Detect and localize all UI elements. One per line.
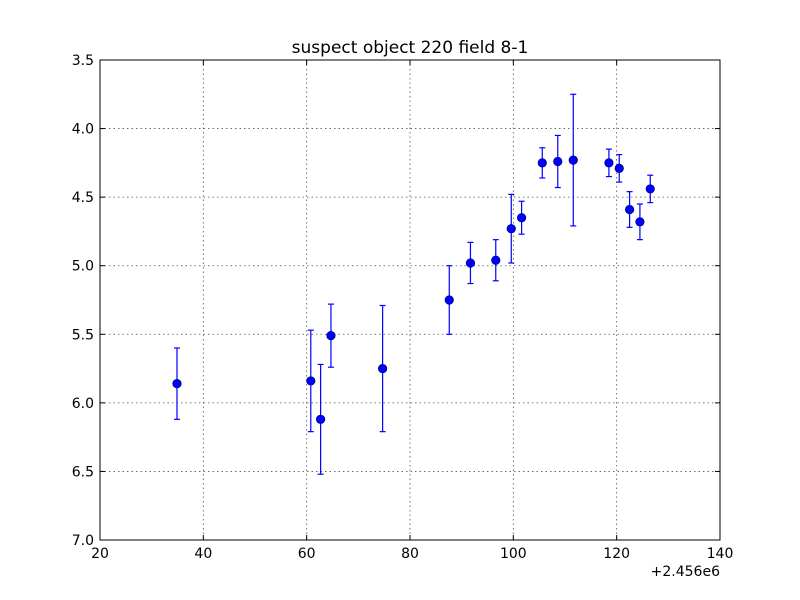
data-point — [635, 217, 645, 227]
x-tick-label: 100 — [500, 546, 527, 562]
data-point — [326, 331, 336, 341]
x-tick-label: 40 — [194, 546, 212, 562]
axis-ticks — [99, 59, 721, 541]
x-tick-label: 20 — [91, 546, 109, 562]
y-tick-label: 7.0 — [72, 533, 94, 549]
data-point — [553, 156, 563, 167]
data-point — [516, 213, 527, 223]
y-tick-label: 6.5 — [72, 464, 94, 480]
x-tick-label: 80 — [401, 546, 419, 562]
data-point — [614, 163, 624, 173]
y-tick-label: 5.0 — [72, 259, 94, 275]
x-tick-label: 120 — [603, 546, 630, 562]
data-point — [537, 158, 547, 168]
x-tick-label: 140 — [707, 546, 734, 562]
data-point — [624, 204, 635, 215]
y-tick-label: 3.5 — [72, 53, 94, 69]
data-point — [568, 155, 578, 165]
y-tick-label: 4.0 — [72, 122, 94, 138]
data-point — [316, 414, 326, 424]
x-tick-labels: 20 40 60 80 100 120 140 — [91, 546, 733, 562]
error-bars — [173, 93, 654, 475]
x-tick-label: 60 — [298, 546, 316, 562]
data-point — [491, 255, 501, 265]
y-tick-labels: 3.5 4.0 4.5 5.0 5.5 6.0 6.5 7.0 — [72, 53, 94, 549]
data-point — [172, 379, 182, 389]
data-point — [604, 158, 614, 168]
y-tick-label: 5.5 — [72, 327, 94, 343]
data-points — [172, 155, 655, 424]
data-point — [306, 376, 316, 386]
y-tick-label: 4.5 — [72, 190, 94, 206]
x-offset-label: +2.456e6 — [651, 564, 720, 580]
chart-title: suspect object 220 field 8-1 — [292, 38, 529, 58]
data-point — [465, 258, 476, 268]
grid-lines — [100, 60, 720, 540]
data-point — [444, 295, 454, 305]
data-point — [378, 363, 388, 374]
data-point — [645, 184, 655, 194]
y-tick-label: 6.0 — [72, 396, 94, 412]
data-point — [506, 224, 516, 234]
